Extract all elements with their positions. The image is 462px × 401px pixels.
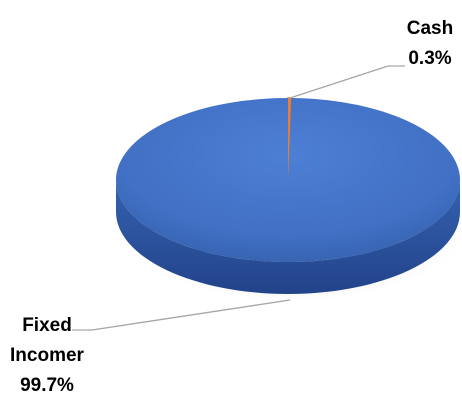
- pie-slices: [116, 97, 461, 262]
- slice-label-cash: Cash: [407, 18, 453, 39]
- slice-label-incomer: Incomer: [10, 345, 85, 366]
- pie-slice-fixed-income: [116, 98, 461, 262]
- slice-value-fixed-income: 99.7%: [20, 375, 74, 396]
- leader-line-cash: [289, 65, 405, 99]
- pie-side-wall: [116, 180, 460, 294]
- leader-line-fixed-income: [72, 299, 291, 331]
- slice-label-fixed: Fixed: [22, 315, 72, 336]
- slice-value-cash: 0.3%: [408, 48, 451, 69]
